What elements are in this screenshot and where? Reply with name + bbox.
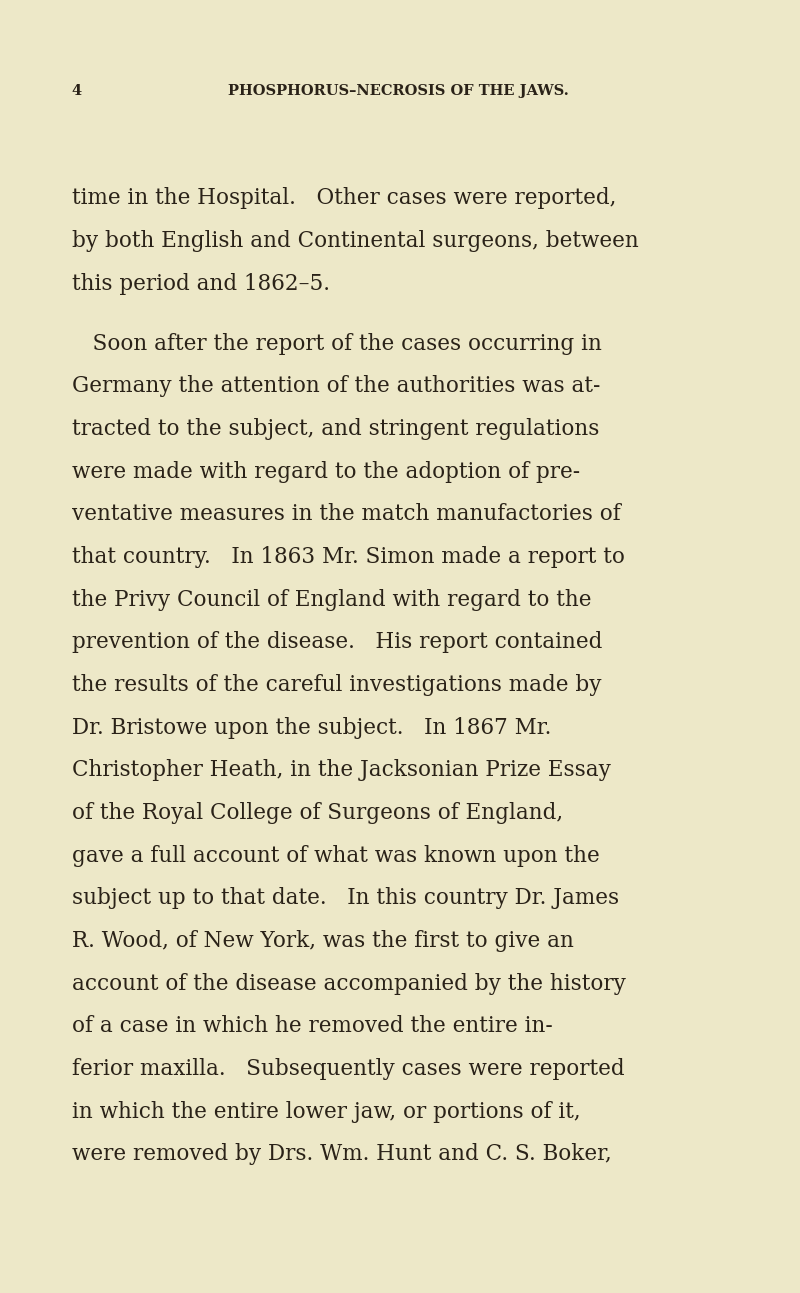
Text: ferior maxilla.   Subsequently cases were reported: ferior maxilla. Subsequently cases were … <box>72 1058 624 1080</box>
Text: prevention of the disease.   His report contained: prevention of the disease. His report co… <box>72 631 602 653</box>
Text: account of the disease accompanied by the history: account of the disease accompanied by th… <box>72 972 626 994</box>
Text: 4: 4 <box>72 84 82 98</box>
Text: PHOSPHORUS–NECROSIS OF THE JAWS.: PHOSPHORUS–NECROSIS OF THE JAWS. <box>228 84 569 98</box>
Text: by both English and Continental surgeons, between: by both English and Continental surgeons… <box>72 230 638 252</box>
Text: Dr. Bristowe upon the subject.   In 1867 Mr.: Dr. Bristowe upon the subject. In 1867 M… <box>72 716 551 738</box>
Text: the Privy Council of England with regard to the: the Privy Council of England with regard… <box>72 588 591 610</box>
Text: ventative measures in the match manufactories of: ventative measures in the match manufact… <box>72 503 621 525</box>
Text: Germany the attention of the authorities was at-: Germany the attention of the authorities… <box>72 375 600 397</box>
Text: R. Wood, of New York, was the first to give an: R. Wood, of New York, was the first to g… <box>72 930 574 952</box>
Text: in which the entire lower jaw, or portions of it,: in which the entire lower jaw, or portio… <box>72 1100 580 1122</box>
Text: gave a full account of what was known upon the: gave a full account of what was known up… <box>72 844 599 866</box>
Text: of a case in which he removed the entire in-: of a case in which he removed the entire… <box>72 1015 553 1037</box>
Text: the results of the careful investigations made by: the results of the careful investigation… <box>72 674 602 696</box>
Text: this period and 1862–5.: this period and 1862–5. <box>72 273 330 295</box>
Text: tracted to the subject, and stringent regulations: tracted to the subject, and stringent re… <box>72 418 599 440</box>
Text: were made with regard to the adoption of pre-: were made with regard to the adoption of… <box>72 460 580 482</box>
Text: subject up to that date.   In this country Dr. James: subject up to that date. In this country… <box>72 887 619 909</box>
Text: of the Royal College of Surgeons of England,: of the Royal College of Surgeons of Engl… <box>72 802 563 824</box>
Text: that country.   In 1863 Mr. Simon made a report to: that country. In 1863 Mr. Simon made a r… <box>72 546 625 568</box>
Text: Soon after the report of the cases occurring in: Soon after the report of the cases occur… <box>72 332 602 354</box>
Text: time in the Hospital.   Other cases were reported,: time in the Hospital. Other cases were r… <box>72 187 616 209</box>
Text: were removed by Drs. Wm. Hunt and C. S. Boker,: were removed by Drs. Wm. Hunt and C. S. … <box>72 1143 611 1165</box>
Text: Christopher Heath, in the Jacksonian Prize Essay: Christopher Heath, in the Jacksonian Pri… <box>72 759 610 781</box>
